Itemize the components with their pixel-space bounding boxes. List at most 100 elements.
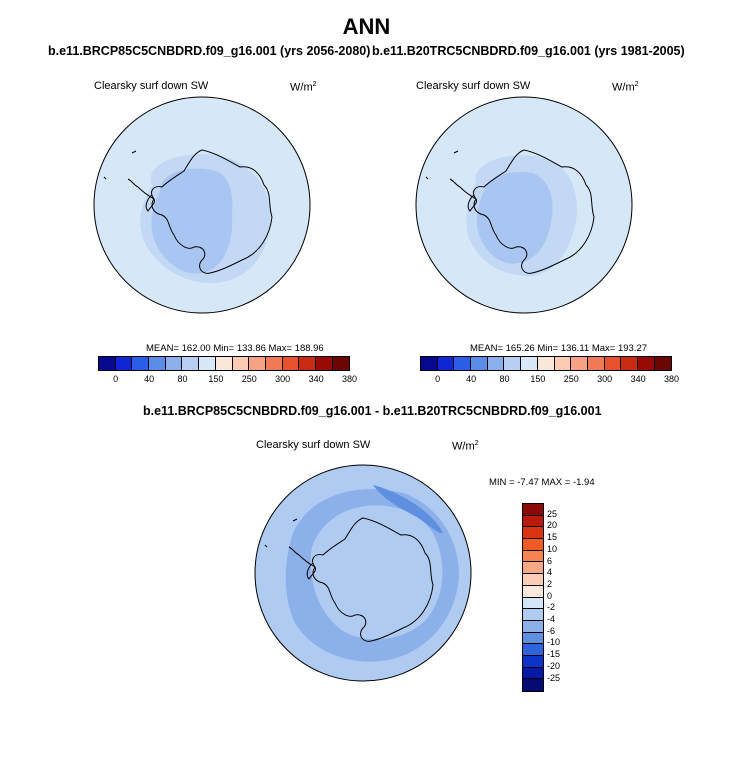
colorbar-tick-label: 250 bbox=[563, 374, 579, 384]
diff-panel-stats: MIN = -7.47 MAX = -1.94 bbox=[489, 477, 595, 488]
colorbar-tick-label: 15 bbox=[547, 532, 558, 543]
colorbar-tick-label: 0 bbox=[435, 374, 441, 384]
colorbar-tick-label: -2 bbox=[547, 602, 556, 613]
main-title: ANN bbox=[342, 14, 391, 39]
colorbar-tick-label: 300 bbox=[275, 374, 291, 384]
colorbar-tick-label: -4 bbox=[547, 614, 556, 624]
colorbar-swatch bbox=[523, 527, 543, 540]
colorbar-tick-label: 2 bbox=[547, 578, 553, 589]
colorbar-tick-label: 300 bbox=[597, 374, 613, 384]
panel-right-peninsula bbox=[449, 178, 477, 212]
panel-right-map bbox=[415, 96, 633, 314]
diff-panel-outer-band bbox=[285, 489, 459, 662]
colorbar-tick-label: -20 bbox=[547, 660, 561, 671]
diff-panel-peninsula bbox=[288, 546, 316, 580]
colorbar-swatch bbox=[437, 357, 455, 370]
panel-left-colorbar bbox=[98, 356, 351, 371]
colorbar-swatch bbox=[182, 357, 200, 370]
colorbar-swatch bbox=[132, 357, 150, 370]
colorbar-swatch bbox=[523, 620, 543, 633]
panel-left-variable-label: Clearsky surf down SW bbox=[94, 80, 209, 92]
panel-right-colorbar bbox=[420, 356, 673, 371]
diff-panel-variable-label: Clearsky surf down SW bbox=[256, 439, 371, 451]
colorbar-swatch bbox=[537, 357, 555, 370]
colorbar-tick-label: 150 bbox=[530, 374, 546, 384]
colorbar-swatch bbox=[637, 357, 655, 370]
colorbar-swatch bbox=[523, 679, 543, 691]
colorbar-swatch bbox=[487, 357, 505, 370]
colorbar-swatch bbox=[165, 357, 183, 370]
colorbar-tick-label: -6 bbox=[547, 625, 556, 636]
colorbar-swatch bbox=[523, 609, 543, 621]
colorbar-tick-label: 10 bbox=[547, 543, 558, 554]
panel-left-map bbox=[93, 96, 311, 314]
colorbar-tick-label: 150 bbox=[208, 374, 224, 384]
colorbar-swatch bbox=[571, 357, 588, 370]
colorbar-swatch bbox=[232, 357, 250, 370]
colorbar-tick-label: 250 bbox=[241, 374, 257, 384]
colorbar-swatch bbox=[149, 357, 166, 370]
colorbar-swatch bbox=[523, 562, 543, 575]
panel-left-colorbar-ticks: 0 40 80 150 250 300 340 380 bbox=[98, 374, 357, 386]
diff-panel-title: b.e11.BRCP85C5CNBDRD.f09_g16.001 - b.e11… bbox=[143, 404, 602, 418]
panel-right-colorbar-ticks: 0 40 80 150 250 300 340 380 bbox=[420, 374, 679, 386]
panel-right-antarctica-coast bbox=[473, 149, 595, 274]
colorbar-tick-label: 80 bbox=[499, 374, 510, 384]
colorbar-swatch bbox=[523, 539, 543, 551]
colorbar-swatch bbox=[523, 644, 543, 656]
colorbar-tick-label: 0 bbox=[113, 374, 119, 384]
panel-left-case-title: b.e11.BRCP85C5CNBDRD.f09_g16.001 (yrs 20… bbox=[48, 44, 371, 58]
colorbar-tick-label: -25 bbox=[547, 672, 561, 683]
diff-panel-map bbox=[254, 464, 472, 682]
colorbar-swatch bbox=[523, 585, 543, 598]
panel-right-variable-label: Clearsky surf down SW bbox=[416, 80, 531, 92]
colorbar-swatch bbox=[521, 357, 538, 370]
colorbar-tick-label: 40 bbox=[466, 374, 477, 384]
colorbar-tick-label: 380 bbox=[341, 374, 358, 384]
colorbar-tick-label: -15 bbox=[547, 649, 561, 660]
colorbar-swatch bbox=[654, 357, 672, 370]
colorbar-swatch bbox=[215, 357, 233, 370]
colorbar-swatch bbox=[282, 357, 300, 370]
colorbar-swatch bbox=[604, 357, 622, 370]
diff-panel-antarctica-coast bbox=[312, 517, 434, 642]
colorbar-swatch bbox=[587, 357, 605, 370]
colorbar-swatch bbox=[332, 357, 350, 370]
colorbar-swatch bbox=[249, 357, 266, 370]
colorbar-swatch bbox=[523, 667, 543, 680]
colorbar-tick-label: 25 bbox=[547, 508, 558, 519]
colorbar-swatch bbox=[315, 357, 333, 370]
colorbar-swatch bbox=[621, 357, 638, 370]
panel-left-island bbox=[103, 150, 137, 180]
panel-right-island bbox=[425, 150, 459, 180]
colorbar-tick-label: 340 bbox=[630, 374, 646, 384]
colorbar-swatch bbox=[421, 357, 438, 370]
diff-panel-dark-streak bbox=[373, 485, 443, 534]
colorbar-swatch bbox=[523, 504, 543, 516]
colorbar-swatch bbox=[115, 357, 133, 370]
colorbar-tick-label: 6 bbox=[547, 555, 553, 566]
panel-right-inner-band bbox=[477, 171, 553, 264]
colorbar-tick-label: 4 bbox=[547, 567, 553, 578]
colorbar-tick-label: 40 bbox=[144, 374, 155, 384]
colorbar-swatch bbox=[523, 574, 543, 586]
colorbar-tick-label: 340 bbox=[308, 374, 324, 384]
colorbar-swatch bbox=[523, 632, 543, 645]
panel-right-stats: MEAN= 165.26 Min= 136.11 Max= 193.27 bbox=[470, 343, 648, 354]
colorbar-swatch bbox=[99, 357, 116, 370]
colorbar-swatch bbox=[523, 655, 543, 668]
colorbar-swatch bbox=[523, 597, 543, 610]
colorbar-swatch bbox=[523, 550, 543, 563]
colorbar-tick-label: 380 bbox=[663, 374, 680, 384]
panel-right-case-title: b.e11.B20TRC5CNBDRD.f09_g16.001 (yrs 198… bbox=[372, 44, 685, 58]
colorbar-swatch bbox=[299, 357, 316, 370]
colorbar-tick-label: 20 bbox=[547, 520, 558, 531]
colorbar-swatch bbox=[454, 357, 472, 370]
colorbar-swatch bbox=[504, 357, 522, 370]
panel-left-units: W/m2 bbox=[290, 81, 317, 94]
colorbar-swatch bbox=[265, 357, 283, 370]
colorbar-tick-label: 0 bbox=[547, 590, 553, 601]
diff-panel-units: W/m2 bbox=[452, 440, 479, 453]
panel-left-peninsula bbox=[127, 178, 155, 212]
colorbar-swatch bbox=[523, 515, 543, 528]
